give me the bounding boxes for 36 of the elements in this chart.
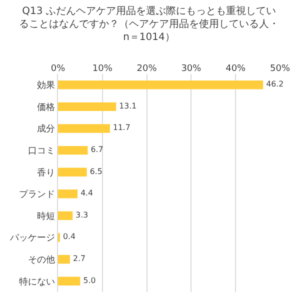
bar xyxy=(58,124,110,133)
y-tick-label: 成分 xyxy=(37,124,56,135)
x-tick-label: 20% xyxy=(136,64,158,74)
y-tick-label: ブランド xyxy=(19,189,56,200)
data-label: 5.0 xyxy=(83,276,96,285)
y-tick-label: 特にない xyxy=(19,276,56,288)
y-tick-label: 口コミ xyxy=(28,146,56,156)
bar xyxy=(58,254,70,264)
data-label: 11.7 xyxy=(112,123,130,132)
data-label: 13.1 xyxy=(119,101,137,110)
x-tick-label: 0% xyxy=(50,64,66,74)
bar xyxy=(58,102,116,112)
y-tick-label: 時短 xyxy=(37,210,56,222)
x-tick-label: 50% xyxy=(270,64,290,74)
x-tick-label: 10% xyxy=(92,64,113,74)
bar xyxy=(58,276,80,286)
data-label: 6.5 xyxy=(90,166,102,176)
x-tick-label: 40% xyxy=(226,64,246,74)
y-tick-label: 価格 xyxy=(37,102,56,113)
y-tick-label: 香り xyxy=(37,167,56,178)
data-label: 46.2 xyxy=(266,80,284,89)
data-label: 4.4 xyxy=(80,188,94,198)
bar xyxy=(58,190,78,198)
bar xyxy=(58,211,73,220)
data-label: 6.7 xyxy=(90,145,104,154)
data-label: 3.3 xyxy=(76,210,88,220)
bar xyxy=(58,80,264,90)
data-label: 0.4 xyxy=(63,232,76,242)
bar xyxy=(58,168,87,176)
y-tick-label: その他 xyxy=(28,254,56,266)
y-tick-label: 効果 xyxy=(37,80,56,92)
chart-title: Q13 ふだんヘアケア用品を選ぶ際にもっとも重視していることはなんですか？（ヘアケア用品を使用している人・n＝1014） xyxy=(19,5,279,43)
y-tick-label: パッケージ xyxy=(9,234,56,244)
data-label: 2.7 xyxy=(73,254,86,264)
x-tick-label: 30% xyxy=(181,64,202,74)
bar xyxy=(58,146,88,155)
